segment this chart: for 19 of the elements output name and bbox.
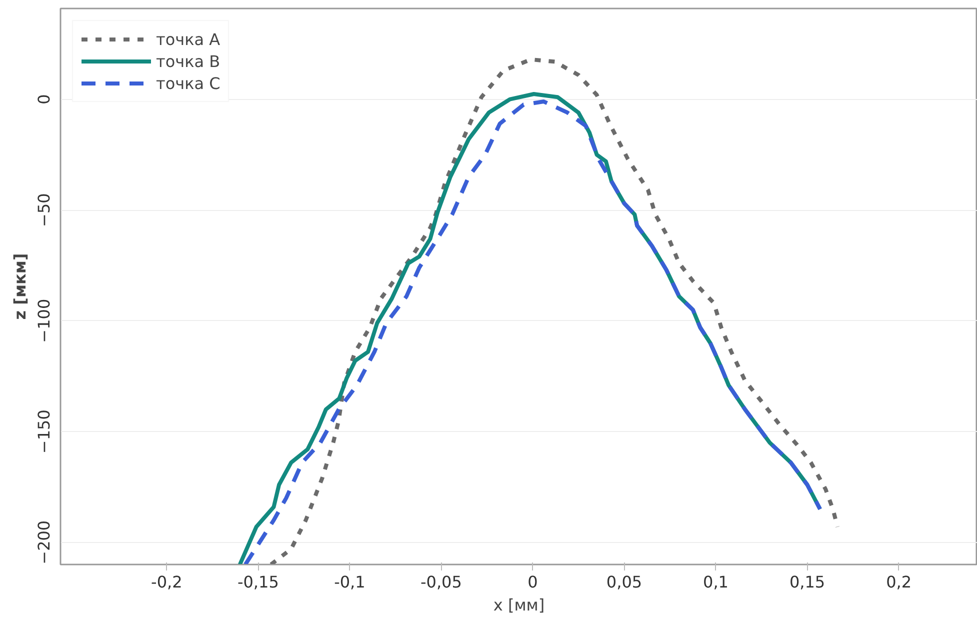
y-tick-label: 0 bbox=[34, 94, 54, 104]
x-tick-label: 0,05 bbox=[606, 572, 642, 592]
x-tick-label: -0,2 bbox=[151, 572, 182, 592]
legend-label: точка A bbox=[156, 30, 220, 48]
x-tick-label: -0,1 bbox=[334, 572, 366, 592]
legend-label: точка C bbox=[156, 74, 220, 92]
x-tick-label: 0 bbox=[528, 572, 538, 592]
x-tick-label: 0,2 bbox=[886, 572, 912, 592]
y-tick-label: −100 bbox=[34, 298, 54, 343]
x-tick-label: -0,15 bbox=[237, 572, 279, 592]
x-axis-title: x [мм] bbox=[493, 596, 545, 614]
x-tick-label: 0,1 bbox=[703, 572, 728, 592]
y-tick-label: −50 bbox=[34, 193, 54, 227]
y-tick-label: −150 bbox=[34, 410, 54, 454]
x-tick-label: -0,05 bbox=[420, 572, 462, 592]
legend-label: точка B bbox=[156, 52, 220, 70]
y-axis-title: z [мкм] bbox=[10, 253, 30, 320]
x-tick-label: 0,15 bbox=[789, 572, 826, 592]
y-tick-label: −200 bbox=[34, 520, 54, 564]
